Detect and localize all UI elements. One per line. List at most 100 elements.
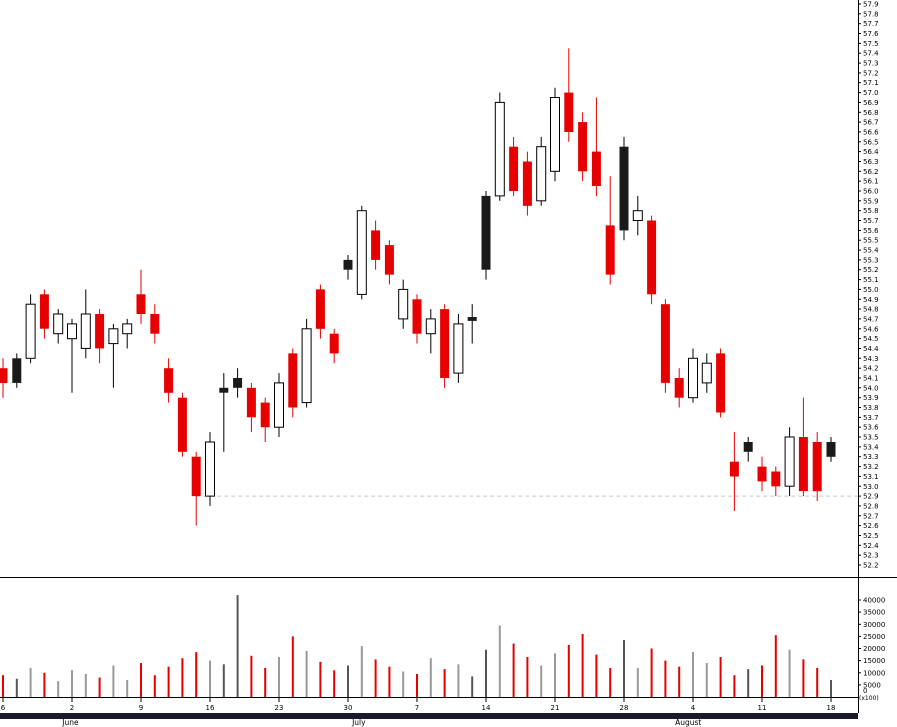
date-tick-label: 23 (275, 704, 284, 712)
price-axis-label: 54.1 (863, 375, 879, 383)
date-tick-label: 14 (482, 704, 491, 712)
volume-axis-label: 5000 (863, 681, 881, 689)
candle (219, 373, 229, 452)
volume-bar (623, 640, 625, 697)
candle (757, 456, 767, 492)
price-axis-label: 54.5 (863, 335, 879, 343)
price-axis-label: 54.8 (863, 306, 879, 314)
candle (536, 136, 547, 206)
price-axis-label: 53.7 (863, 414, 879, 422)
price-axis-label: 55.4 (863, 247, 879, 255)
date-tick-label: 30 (344, 704, 353, 712)
price-axis-label: 52.5 (863, 532, 879, 540)
price-axis-label: 55.6 (863, 227, 879, 235)
price-axis-label: 55.1 (863, 276, 879, 284)
volume-axis-label: 10000 (863, 669, 885, 677)
volume-bar (236, 595, 239, 697)
candle (205, 432, 215, 506)
candle (343, 255, 353, 280)
price-axis-label: 53.3 (863, 453, 879, 461)
volume-bar (291, 636, 294, 697)
volume-bar (15, 678, 18, 697)
date-tick-label: 9 (139, 704, 143, 712)
price-axis-label: 55.0 (863, 286, 879, 294)
candle (246, 382, 256, 433)
candle (522, 151, 532, 216)
candle (315, 284, 325, 339)
volume-bar (595, 654, 598, 697)
price-axis-label: 53.5 (863, 434, 879, 442)
candle (177, 392, 187, 457)
price-axis-label: 56.5 (863, 138, 879, 146)
price-axis-label: 54.2 (863, 365, 879, 373)
candle (784, 427, 795, 497)
month-label: August (675, 718, 701, 727)
volume-bar (57, 681, 60, 697)
price-axis-label: 56.8 (863, 109, 879, 117)
price-axis-label: 53.9 (863, 394, 879, 402)
volume-bar (333, 670, 336, 697)
volume-bar (761, 665, 763, 697)
volume-bar (526, 657, 529, 697)
volume-bar (664, 660, 667, 697)
date-tick-label: 11 (758, 704, 767, 712)
price-axis-label: 52.3 (863, 552, 879, 560)
candle (122, 318, 133, 349)
candle (80, 289, 91, 359)
candle (425, 309, 436, 354)
candle (150, 304, 160, 344)
price-axis-label: 57.4 (863, 50, 879, 58)
price-axis-label: 52.4 (863, 542, 879, 550)
candle (260, 397, 270, 442)
price-axis-label: 54.3 (863, 355, 879, 363)
price-axis-label: 52.9 (863, 493, 879, 501)
volume-bar (471, 676, 474, 697)
price-axis-label: 53.0 (863, 483, 879, 491)
volume-bar (126, 680, 129, 697)
volume-bar (443, 669, 446, 697)
price-axis-label: 52.6 (863, 522, 879, 530)
candle (0, 358, 8, 398)
volume-pane[interactable] (2, 595, 832, 698)
price-axis-label: 57.7 (863, 20, 879, 28)
price-axis-label: 56.2 (863, 168, 879, 176)
candle (812, 432, 822, 501)
price-axis-label: 54.6 (863, 325, 879, 333)
date-tick-label: 7 (415, 704, 419, 712)
volume-bar (29, 667, 32, 697)
price-axis-label: 54.4 (863, 345, 879, 353)
candle (564, 48, 574, 142)
price-axis-label: 55.5 (863, 237, 879, 245)
price-axis-label: 52.7 (863, 512, 879, 520)
price-axis-label: 52.2 (863, 562, 879, 570)
candle (647, 215, 657, 305)
volume-axis-label: 20000 (863, 645, 885, 653)
candle (798, 397, 808, 497)
price-axis-label: 53.1 (863, 473, 879, 481)
price-axis-label: 53.8 (863, 404, 879, 412)
candle (39, 289, 49, 339)
volume-bar (485, 649, 487, 697)
candle (136, 269, 146, 324)
volume-bar (609, 667, 612, 697)
volume-bar (181, 658, 184, 697)
volume-bar (98, 677, 101, 697)
price-pane[interactable] (0, 48, 858, 526)
candle (233, 368, 243, 398)
month-label: June (61, 718, 79, 727)
volume-axis-label: 25000 (863, 633, 885, 641)
volume-bar (747, 669, 750, 697)
candle (53, 309, 64, 344)
volume-bar (802, 659, 805, 697)
scrollbar[interactable] (0, 713, 858, 719)
price-axis-label: 57.5 (863, 40, 879, 48)
price-axis-label: 57.9 (863, 1, 879, 9)
volume-bar (567, 644, 570, 697)
price-axis-label: 56.3 (863, 158, 879, 166)
price-axis-label: 56.4 (863, 148, 879, 156)
volume-bar (140, 663, 142, 697)
candle (95, 309, 105, 364)
price-axis-label: 53.2 (863, 463, 879, 471)
